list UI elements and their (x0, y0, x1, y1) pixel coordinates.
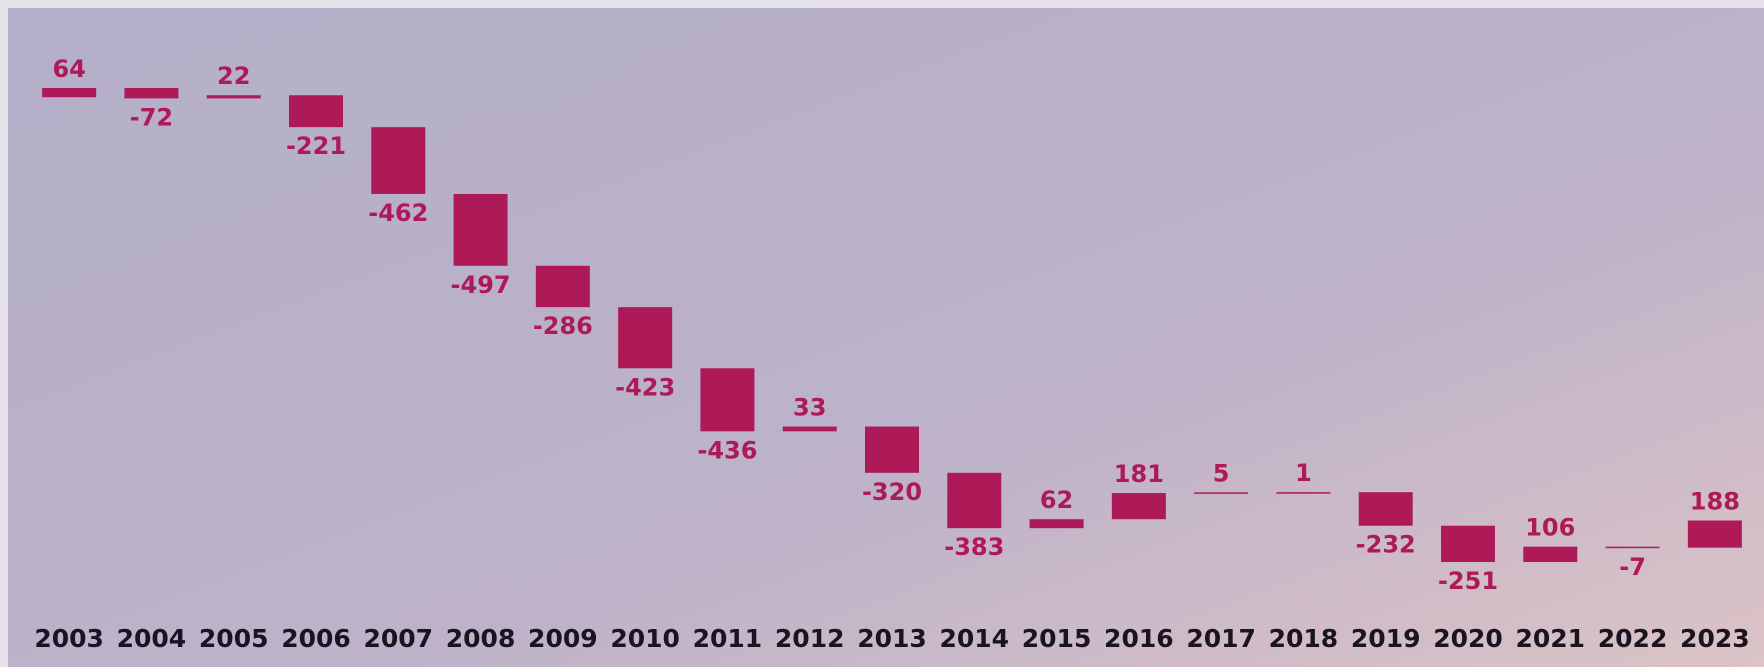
value-label: -383 (944, 533, 1004, 561)
x-tick-label: 2011 (693, 624, 763, 653)
x-tick-label: 2012 (775, 624, 845, 653)
value-label: -221 (286, 132, 346, 160)
value-label: -497 (451, 271, 511, 299)
x-tick-label: 2022 (1598, 624, 1668, 653)
value-label: 106 (1525, 514, 1575, 542)
bar (1605, 546, 1660, 549)
value-label: -436 (697, 436, 757, 464)
x-tick-label: 2004 (117, 624, 187, 653)
value-label: 62 (1040, 486, 1073, 514)
value-label: 1 (1295, 459, 1312, 487)
value-label: -72 (130, 103, 173, 131)
x-tick-label: 2018 (1269, 624, 1339, 653)
x-tick-label: 2021 (1515, 624, 1585, 653)
bar (1029, 519, 1084, 529)
x-tick-label: 2006 (281, 624, 351, 653)
x-tick-label: 2020 (1433, 624, 1503, 653)
bar (1111, 493, 1166, 520)
bar (1441, 525, 1495, 562)
x-tick-label: 2017 (1186, 624, 1256, 653)
x-tick-label: 2015 (1022, 624, 1092, 653)
value-label: -320 (862, 478, 922, 506)
value-label: 181 (1114, 460, 1164, 488)
x-tick-label: 2010 (610, 624, 680, 653)
value-label: 5 (1213, 459, 1230, 487)
value-label: 188 (1690, 488, 1740, 516)
bar (1194, 492, 1249, 494)
x-tick-label: 2008 (446, 624, 516, 653)
bar (782, 426, 837, 432)
bar (947, 472, 1002, 529)
bar (42, 88, 97, 98)
x-tick-label: 2005 (199, 624, 269, 653)
x-tick-label: 2019 (1351, 624, 1421, 653)
bar (206, 95, 261, 99)
x-tick-label: 2016 (1104, 624, 1174, 653)
bar (1358, 492, 1413, 526)
value-label: -7 (1619, 553, 1646, 581)
background (8, 8, 1764, 667)
bar (289, 95, 343, 128)
value-label: -251 (1438, 567, 1498, 595)
bar (700, 368, 755, 432)
value-label: 64 (52, 55, 85, 83)
value-label: -423 (615, 373, 675, 401)
value-label: -286 (533, 312, 593, 340)
x-tick-label: 2023 (1680, 624, 1750, 653)
value-label: 33 (793, 394, 826, 422)
bar (1523, 546, 1578, 562)
bar (124, 88, 179, 99)
value-label: -232 (1356, 531, 1416, 559)
bar (371, 127, 426, 194)
x-tick-label: 2007 (363, 624, 433, 653)
bar (1276, 492, 1331, 494)
value-label: 22 (217, 62, 250, 90)
bar (865, 426, 919, 473)
x-tick-label: 2014 (939, 624, 1009, 653)
bar (535, 265, 590, 308)
value-label: -462 (368, 199, 428, 227)
x-tick-label: 2013 (857, 624, 927, 653)
bar (618, 307, 673, 369)
x-tick-label: 2009 (528, 624, 598, 653)
bar (1687, 520, 1742, 548)
x-tick-label: 2003 (34, 624, 104, 653)
bar (453, 193, 508, 266)
